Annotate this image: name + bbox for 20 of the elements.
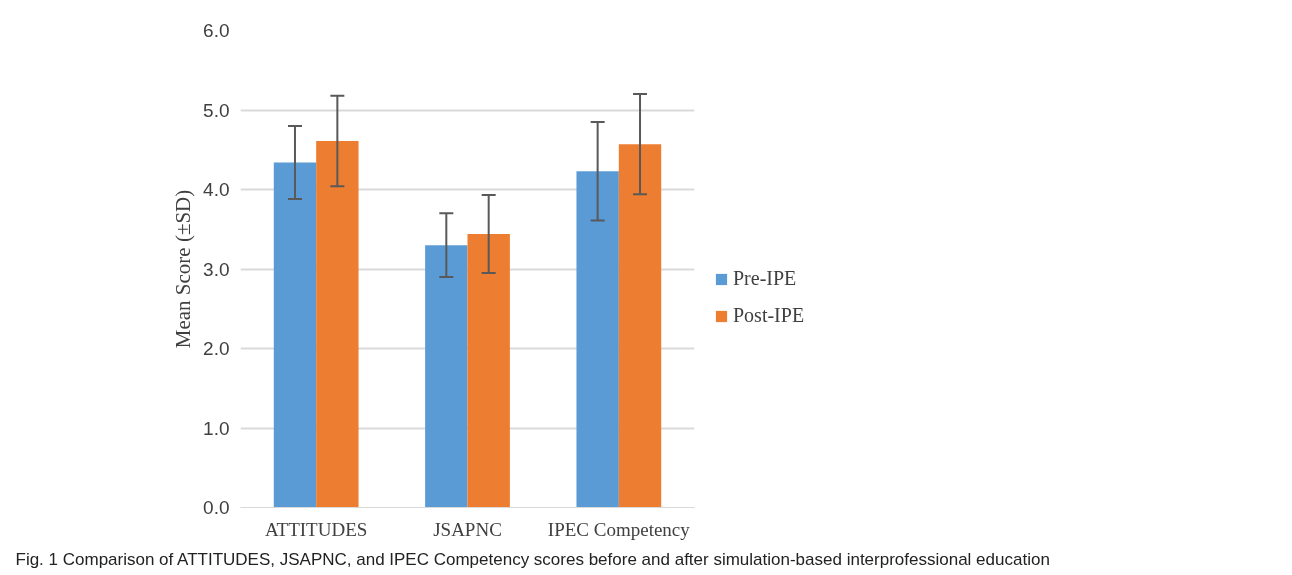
y-tick-label: 6.0 [203,20,230,41]
bar [316,141,359,508]
x-tick-label: ATTITUDES [264,518,368,540]
y-axis-title: Mean Score (±SD) [171,189,196,349]
bar [576,171,619,508]
y-tick-label: 0.0 [203,497,230,518]
y-tick-label: 2.0 [203,338,230,359]
legend-label: Post-IPE [733,304,805,327]
y-tick-label: 4.0 [203,179,230,200]
x-tick-label: IPEC Competency [547,518,691,540]
bar [273,162,317,508]
x-tick-label: JSAPNC [433,518,502,540]
bar [425,245,468,508]
bar [467,234,510,508]
legend-label: Pre-IPE [733,267,797,290]
y-tick-label: 3.0 [203,258,230,280]
y-tick-label: 5.0 [203,99,230,121]
y-tick-label: 1.0 [203,417,230,439]
bar [618,144,662,508]
caption: Fig. 1 Comparison of ATTITUDES, JSAPNC, and IPEC Competency scores before and after simulation-based interprofessional education [15,549,1050,569]
